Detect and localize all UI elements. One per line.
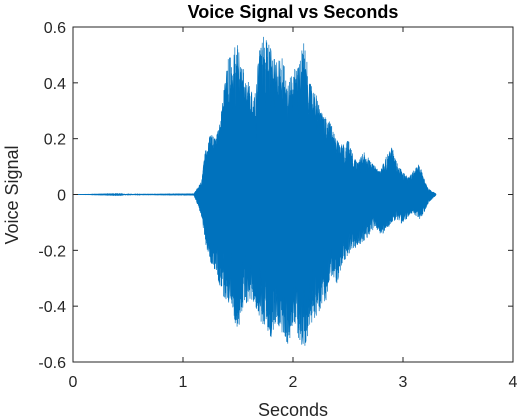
y-tick-label: 0.4 [44, 76, 66, 93]
y-axis-label: Voice Signal [2, 145, 22, 244]
x-ticks: 0 1 2 3 4 [69, 27, 518, 391]
signal-waveform-line [73, 36, 437, 346]
y-tick-label: 0 [57, 188, 66, 205]
signal-series [73, 36, 437, 346]
y-tick-label: 0.6 [44, 20, 66, 37]
x-tick-label: 2 [289, 374, 298, 391]
x-tick-label: 4 [509, 374, 518, 391]
y-ticks: 0.6 0.4 0.2 0 -0.2 -0.4 -0.6 [38, 20, 513, 372]
y-tick-label: 0.2 [44, 132, 66, 149]
x-axis-label: Seconds [258, 400, 328, 420]
chart-title: Voice Signal vs Seconds [188, 2, 399, 22]
x-tick-label: 1 [179, 374, 188, 391]
x-tick-label: 3 [399, 374, 408, 391]
plot-area [73, 36, 437, 346]
y-tick-label: -0.2 [38, 243, 66, 260]
x-tick-label: 0 [69, 374, 78, 391]
axes: 0 1 2 3 4 0.6 0.4 0.2 0 -0.2 -0.4 -0.6 [38, 20, 517, 391]
y-tick-label: -0.6 [38, 355, 66, 372]
y-tick-label: -0.4 [38, 299, 66, 316]
